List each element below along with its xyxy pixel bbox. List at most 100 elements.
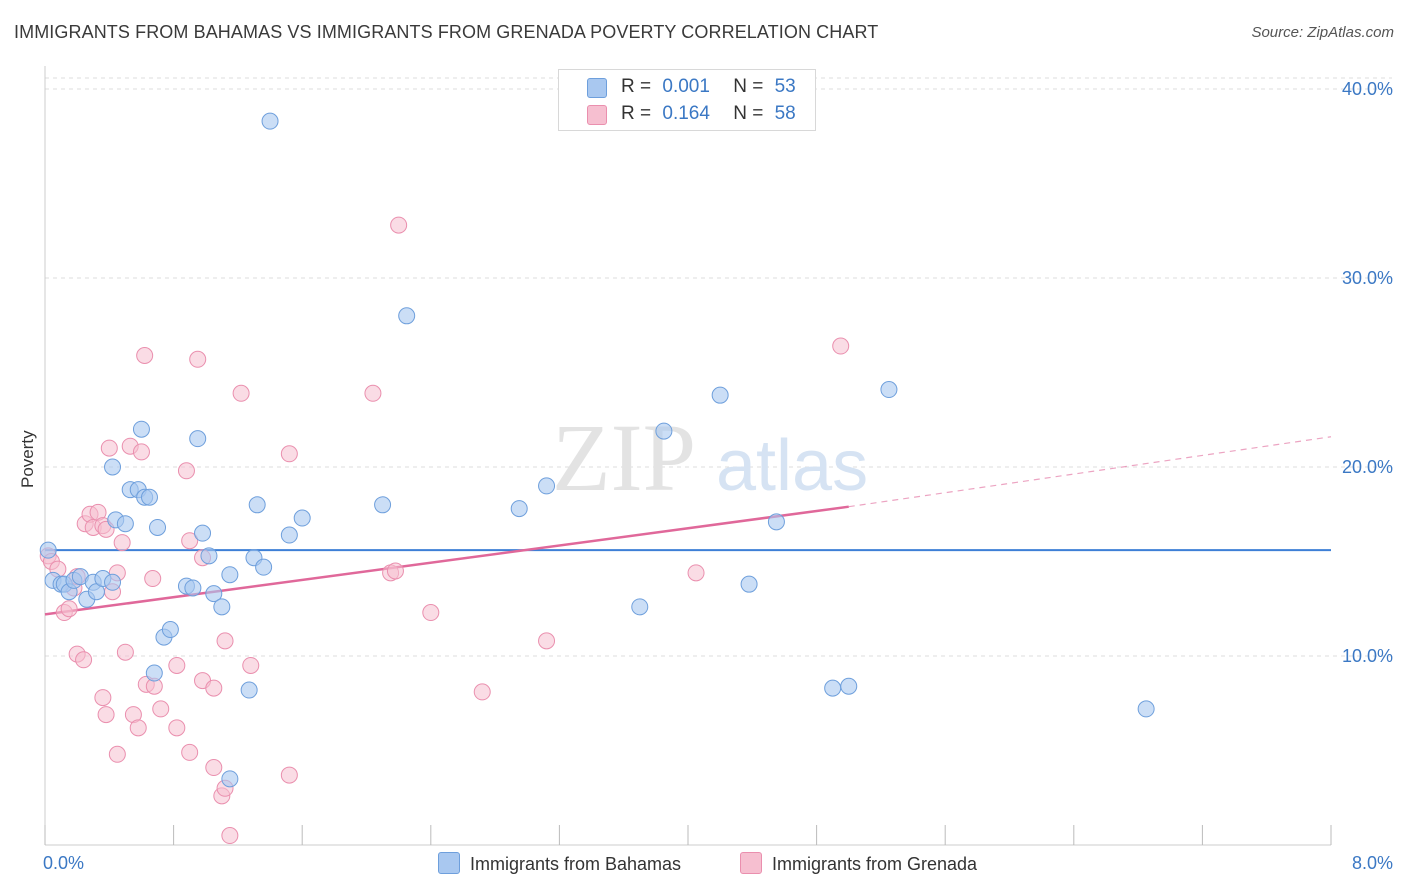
point-grenada (205, 759, 223, 777)
point-grenada (687, 564, 705, 582)
point-bahamas (880, 381, 898, 399)
point-bahamas (116, 515, 134, 533)
x-tick-label: 0.0% (43, 853, 84, 873)
watermark-zip: ZIP (552, 404, 696, 511)
point-grenada (280, 766, 298, 784)
point-grenada (280, 445, 298, 463)
chart-title: IMMIGRANTS FROM BAHAMAS VS IMMIGRANTS FR… (14, 22, 879, 42)
point-grenada (168, 656, 186, 674)
trend-lines (44, 436, 1332, 616)
y-tick-label: 10.0% (1342, 646, 1393, 666)
point-grenada (390, 216, 408, 234)
point-bahamas (740, 575, 758, 593)
point-grenada (113, 534, 131, 552)
point-bahamas (189, 430, 207, 448)
point-grenada (94, 689, 112, 707)
point-bahamas (824, 679, 842, 697)
point-bahamas (293, 509, 311, 527)
legend-r-value-grenada: 0.164 (662, 103, 710, 124)
point-bahamas (398, 307, 416, 325)
point-bahamas (200, 547, 218, 565)
point-grenada (136, 346, 154, 364)
point-grenada (832, 337, 850, 355)
point-grenada (364, 384, 382, 402)
point-bahamas (221, 770, 239, 788)
point-bahamas (631, 598, 649, 616)
point-bahamas (767, 513, 785, 531)
point-bahamas (132, 420, 150, 438)
point-bahamas (655, 422, 673, 440)
point-grenada (108, 745, 126, 763)
y-tick-label: 40.0% (1342, 79, 1393, 99)
point-bahamas (205, 585, 223, 603)
bottom-swatch-bahamas (438, 852, 460, 874)
point-grenada (538, 632, 556, 650)
x-tick-label: 8.0% (1352, 853, 1393, 873)
legend-n-label: N = (733, 76, 764, 97)
point-grenada (242, 656, 260, 674)
point-grenada (216, 632, 234, 650)
watermark-atlas: atlas (716, 426, 868, 506)
point-grenada (60, 600, 78, 618)
grid-lines (45, 77, 1392, 657)
point-grenada (144, 570, 162, 588)
point-grenada (181, 532, 199, 550)
legend-r-label: R = (621, 76, 652, 97)
y-axis-label: Poverty (18, 430, 37, 488)
trend-line-grenada (44, 505, 849, 616)
tick-labels: 10.0% 20.0% 30.0% 40.0% 0.0% 8.0% (43, 79, 1393, 873)
point-bahamas (104, 573, 122, 591)
bottom-legend-label-grenada: Immigrants from Grenada (772, 854, 978, 874)
correlation-legend: R = 0.001 N = 53 R = 0.164 N = 58 (558, 69, 816, 131)
point-bahamas (184, 579, 202, 597)
legend-n-label: N = (733, 103, 764, 124)
point-bahamas (221, 566, 239, 584)
point-grenada (473, 683, 491, 701)
point-bahamas (104, 458, 122, 476)
point-bahamas (374, 496, 392, 514)
point-bahamas (510, 500, 528, 518)
point-bahamas (213, 598, 231, 616)
point-bahamas (149, 518, 167, 536)
legend-r-label: R = (621, 103, 652, 124)
point-bahamas (538, 477, 556, 495)
bottom-legend-label-bahamas: Immigrants from Bahamas (470, 854, 682, 874)
point-grenada (232, 384, 250, 402)
y-tick-label: 30.0% (1342, 268, 1393, 288)
point-grenada (177, 462, 195, 480)
legend-r-value-bahamas: 0.001 (662, 76, 710, 97)
point-grenada (75, 651, 93, 669)
watermark: ZIP atlas (552, 404, 868, 511)
point-bahamas (145, 664, 163, 682)
point-bahamas (1137, 700, 1155, 718)
point-bahamas (240, 681, 258, 699)
legend-swatch-grenada (587, 105, 607, 125)
point-grenada (386, 562, 404, 580)
point-grenada (100, 439, 118, 457)
point-grenada (181, 743, 199, 761)
point-bahamas (194, 524, 212, 542)
point-bahamas (711, 386, 729, 404)
bottom-legend-bahamas: Immigrants from Bahamas (438, 852, 681, 878)
trend-line-grenada-extension (848, 436, 1332, 508)
point-grenada (129, 719, 147, 737)
point-grenada (152, 700, 170, 718)
point-bahamas (161, 621, 179, 639)
point-grenada (189, 350, 207, 368)
point-grenada (168, 719, 186, 737)
bottom-swatch-grenada (740, 852, 762, 874)
y-tick-label: 20.0% (1342, 457, 1393, 477)
point-grenada (97, 706, 115, 724)
point-bahamas (255, 558, 273, 576)
data-points (39, 112, 1155, 845)
point-bahamas (840, 677, 858, 695)
point-bahamas (261, 112, 279, 130)
bottom-legend-grenada: Immigrants from Grenada (740, 852, 977, 878)
axes (44, 66, 1332, 846)
point-grenada (205, 679, 223, 697)
point-grenada (221, 827, 239, 845)
legend-n-value-grenada: 58 (774, 103, 796, 124)
chart-source: Source: ZipAtlas.com (1251, 24, 1394, 41)
point-bahamas (140, 488, 158, 506)
